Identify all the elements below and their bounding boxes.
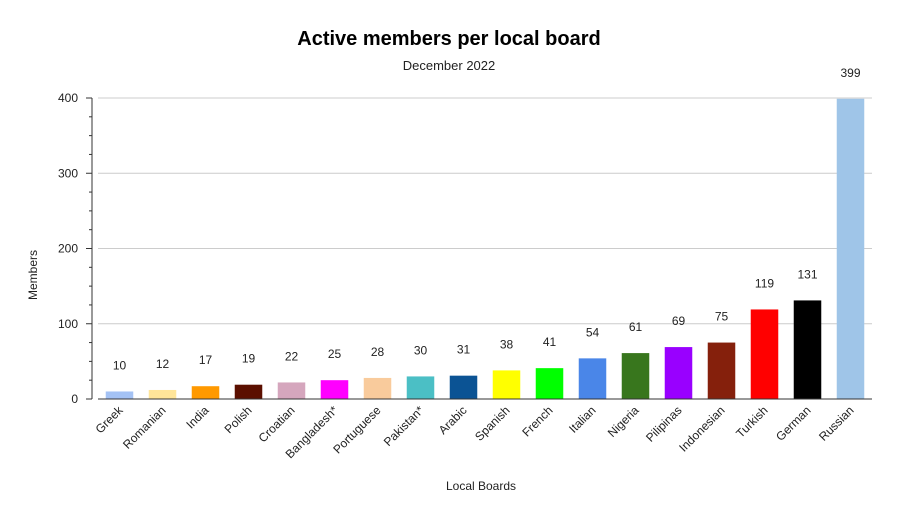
- data-label-russian: 399: [840, 66, 860, 80]
- data-label-german: 131: [797, 267, 817, 281]
- x-tick-label-croatian: Croatian: [256, 403, 298, 445]
- x-tick-label-russian: Russian: [816, 403, 857, 444]
- y-tick-label-400: 400: [58, 91, 78, 105]
- bar-india: [191, 386, 220, 399]
- bar-romanian: [148, 389, 177, 399]
- data-label-india: 17: [199, 353, 213, 367]
- data-label-nigeria: 61: [629, 320, 643, 334]
- data-label-arabic: 31: [457, 343, 471, 357]
- x-tick-label-pilipinas: Pilipinas: [643, 403, 685, 445]
- data-label-pakistan: 30: [414, 343, 428, 357]
- y-axis: 0 100 200 300 400: [58, 91, 93, 406]
- x-tick-label-french: French: [519, 403, 555, 439]
- bar-pakistan: [406, 376, 435, 399]
- y-tick-label-100: 100: [58, 317, 78, 331]
- data-label-indonesian: 75: [715, 310, 729, 324]
- bar-french: [535, 368, 564, 399]
- data-label-pilipinas: 69: [672, 314, 686, 328]
- data-label-french: 41: [543, 335, 557, 349]
- bar-russian: [836, 98, 865, 399]
- bar-greek: [105, 391, 134, 399]
- data-label-spanish: 38: [500, 337, 514, 351]
- bar-pilipinas: [664, 347, 693, 399]
- data-labels: 10 12 17 19 22 25 28 30 31 38 41 54 61 69 75 119 131 399: [113, 66, 861, 373]
- data-label-turkish: 119: [755, 276, 774, 290]
- y-axis-title: Members: [26, 250, 40, 300]
- x-tick-label-greek: Greek: [93, 403, 127, 437]
- bar-italian: [578, 358, 607, 399]
- bar-spanish: [492, 370, 521, 399]
- x-tick-label-indonesian: Indonesian: [676, 403, 727, 454]
- x-tick-label-nigeria: Nigeria: [605, 403, 642, 440]
- bar-arabic: [449, 375, 478, 399]
- x-tick-label-spanish: Spanish: [472, 403, 513, 444]
- chart-title: Active members per local board: [297, 28, 600, 50]
- bar-bangladesh: [320, 380, 349, 399]
- chart-subtitle: December 2022: [403, 58, 496, 73]
- y-tick-label-300: 300: [58, 166, 78, 180]
- bar-nigeria: [621, 353, 650, 399]
- x-axis-title: Local Boards: [446, 479, 516, 493]
- data-label-bangladesh: 25: [328, 347, 342, 361]
- bar-german: [793, 300, 822, 399]
- data-label-romanian: 12: [156, 357, 170, 371]
- y-tick-label-0: 0: [71, 392, 78, 406]
- data-label-croatian: 22: [285, 349, 299, 363]
- bar-croatian: [277, 382, 306, 399]
- bar-turkish: [750, 309, 779, 399]
- x-tick-label-polish: Polish: [222, 403, 255, 436]
- x-tick-label-italian: Italian: [566, 403, 599, 436]
- y-tick-label-200: 200: [58, 242, 78, 256]
- data-label-italian: 54: [586, 325, 600, 339]
- bars: [98, 98, 872, 400]
- bar-portuguese: [363, 377, 392, 399]
- bar-indonesian: [707, 342, 736, 399]
- x-tick-label-india: India: [183, 403, 212, 432]
- bar-polish: [234, 384, 263, 399]
- x-tick-label-pakistan: Pakistan*: [381, 403, 427, 449]
- x-tick-label-german: German: [773, 403, 814, 444]
- x-tick-label-romanian: Romanian: [120, 403, 169, 452]
- data-label-greek: 10: [113, 358, 127, 372]
- x-tick-label-arabic: Arabic: [436, 403, 470, 437]
- x-tick-label-turkish: Turkish: [733, 403, 770, 440]
- data-label-portuguese: 28: [371, 345, 385, 359]
- data-label-polish: 19: [242, 352, 256, 366]
